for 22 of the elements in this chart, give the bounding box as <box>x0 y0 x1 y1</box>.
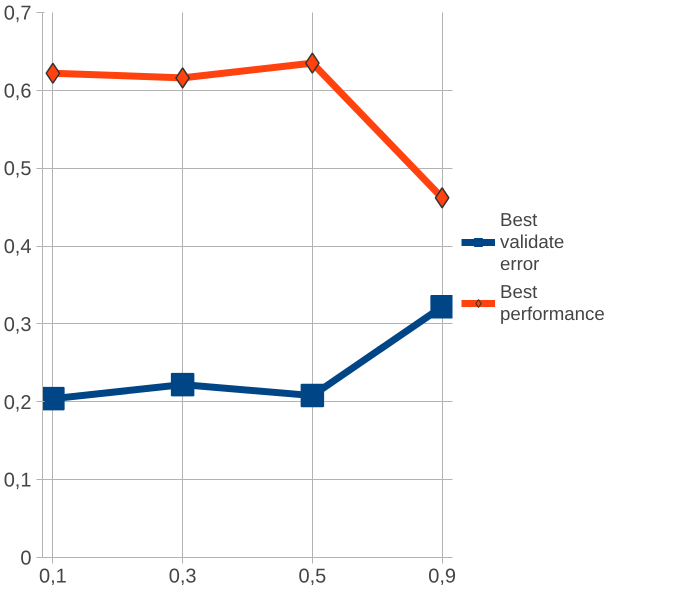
x-tick-label: 0,9 <box>428 566 456 588</box>
y-tick-label: 0,7 <box>4 2 32 24</box>
y-tick-label: 0 <box>20 548 32 570</box>
point <box>45 62 60 84</box>
x-tick-label: 0,1 <box>38 566 67 588</box>
y-tick-label: 0,2 <box>4 392 32 414</box>
x-tick-label: 0,5 <box>298 566 326 588</box>
y-tick-label: 0,1 <box>4 470 32 492</box>
y-tick-label: 0,4 <box>4 236 32 258</box>
legend-label: Best performance <box>500 281 605 325</box>
y-tick-label: 0,6 <box>4 80 32 102</box>
y-tick-label: 0,3 <box>4 314 32 336</box>
x-tick-label: 0,3 <box>168 566 197 588</box>
point <box>170 372 194 396</box>
point <box>175 67 190 89</box>
legend-label: Best validate error <box>500 209 564 275</box>
point <box>434 187 450 209</box>
y-tick-label: 0,5 <box>4 158 32 180</box>
point <box>300 384 324 408</box>
point <box>430 295 452 319</box>
point <box>304 52 320 74</box>
point <box>42 386 65 410</box>
